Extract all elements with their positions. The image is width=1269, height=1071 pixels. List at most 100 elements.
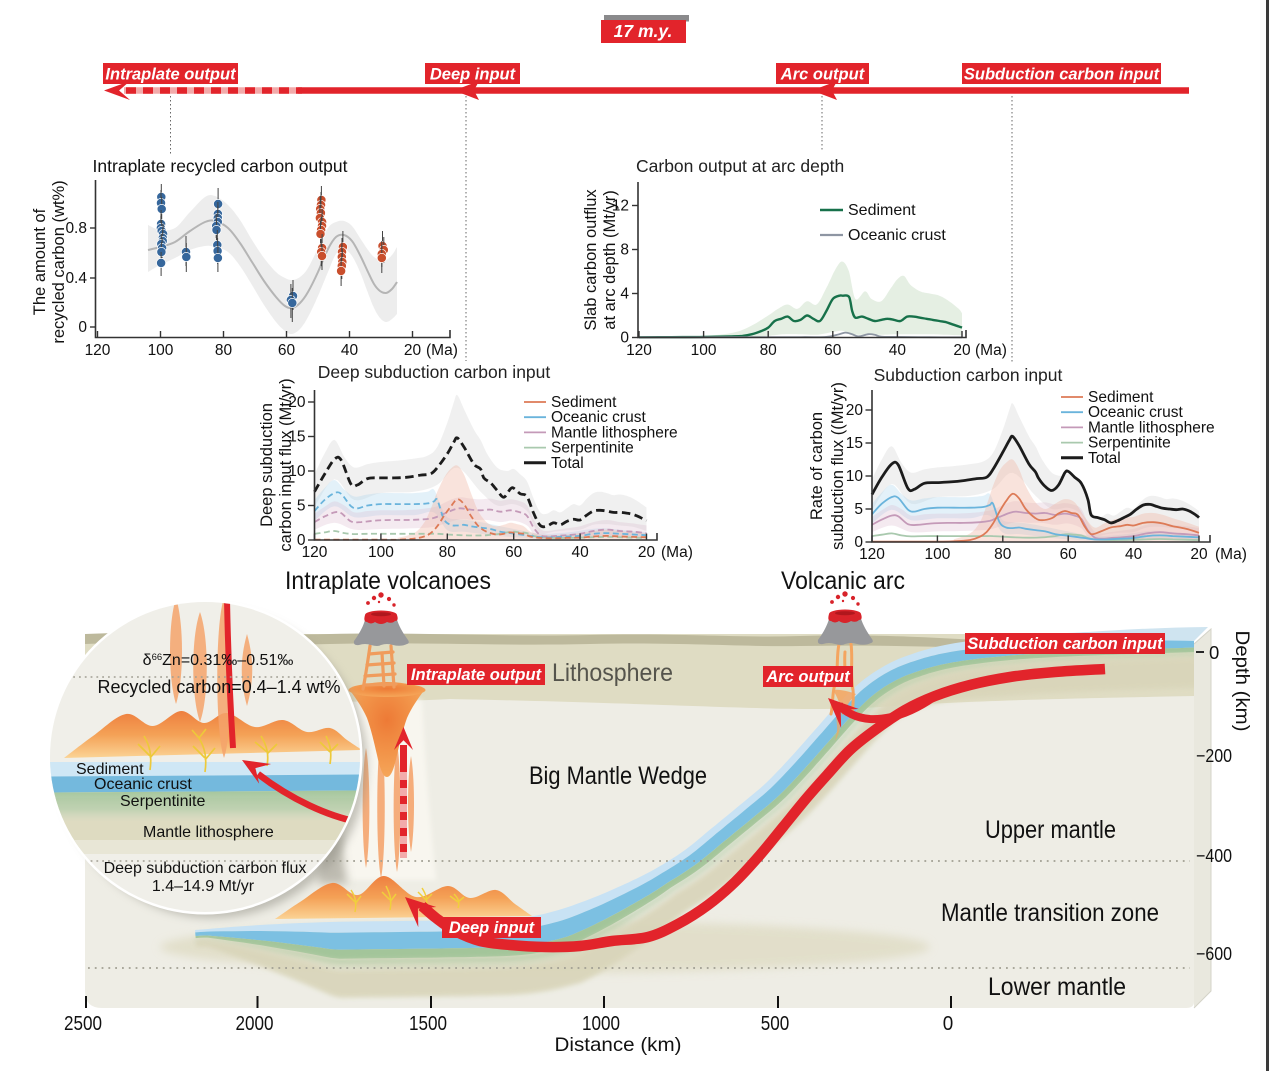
svg-text:Serpentinite: Serpentinite [551, 440, 634, 457]
svg-text:(Ma): (Ma) [661, 544, 693, 561]
svg-text:1500: 1500 [409, 1012, 447, 1035]
svg-text:Rate of carbon: Rate of carbon [808, 412, 826, 520]
svg-text:Arc output: Arc output [780, 66, 866, 84]
svg-text:Slab carbon outflux: Slab carbon outflux [582, 189, 600, 331]
svg-text:10: 10 [846, 468, 864, 485]
svg-text:Sediment: Sediment [551, 394, 617, 411]
svg-text:recycled carbon (wt%): recycled carbon (wt%) [50, 180, 68, 343]
svg-text:Oceanic crust: Oceanic crust [94, 776, 192, 793]
svg-text:Depth (km): Depth (km) [1231, 631, 1252, 732]
svg-text:40: 40 [571, 544, 589, 561]
svg-text:1000: 1000 [582, 1012, 620, 1035]
svg-text:5: 5 [854, 501, 863, 518]
svg-text:Oceanic crust: Oceanic crust [1088, 404, 1183, 421]
svg-text:100: 100 [691, 342, 717, 359]
svg-text:Serpentinite: Serpentinite [1088, 435, 1171, 452]
svg-text:The amount of: The amount of [31, 208, 49, 315]
svg-text:Subduction carbon input: Subduction carbon input [874, 365, 1063, 385]
svg-text:Oceanic crust: Oceanic crust [848, 227, 946, 244]
svg-text:Volcanic arc: Volcanic arc [781, 567, 905, 595]
svg-text:20: 20 [1190, 546, 1208, 563]
svg-text:(Ma): (Ma) [426, 342, 458, 359]
svg-text:20: 20 [953, 342, 971, 359]
svg-text:15: 15 [846, 435, 863, 452]
svg-text:Mantle lithosphere: Mantle lithosphere [143, 824, 274, 841]
svg-text:80: 80 [994, 546, 1012, 563]
svg-text:80: 80 [439, 544, 457, 561]
svg-text:Lower mantle: Lower mantle [988, 973, 1126, 1001]
svg-text:20: 20 [288, 394, 306, 411]
svg-text:2000: 2000 [236, 1012, 274, 1035]
svg-text:Sediment: Sediment [1088, 389, 1154, 406]
svg-text:100: 100 [148, 342, 174, 359]
svg-text:Carbon output at arc depth: Carbon output at arc depth [636, 156, 844, 176]
svg-text:Sediment: Sediment [76, 761, 144, 778]
svg-text:1.4–14.9 Mt/yr: 1.4–14.9 Mt/yr [152, 878, 255, 895]
svg-text:Total: Total [1088, 450, 1121, 467]
svg-text:at arc depth (Mt/yr): at arc depth (Mt/yr) [601, 190, 619, 329]
svg-text:(Ma): (Ma) [975, 342, 1007, 359]
svg-text:Recycled carbon=0.4–1.4 wt%: Recycled carbon=0.4–1.4 wt% [98, 677, 341, 697]
svg-text:0.8: 0.8 [65, 220, 87, 237]
svg-text:20: 20 [404, 342, 422, 359]
svg-text:Total: Total [551, 455, 584, 472]
svg-text:0: 0 [943, 1012, 954, 1035]
svg-text:17 m.y.: 17 m.y. [614, 21, 673, 41]
svg-text:Intraplate volcanoes: Intraplate volcanoes [285, 567, 491, 595]
svg-text:Intraplate output: Intraplate output [105, 66, 237, 84]
svg-text:4: 4 [620, 286, 629, 303]
svg-text:Subduction carbon input: Subduction carbon input [967, 635, 1164, 653]
svg-text:δ66Zn=0.31‰–0.51‰: δ66Zn=0.31‰–0.51‰ [143, 652, 294, 670]
svg-text:carbon input flux (Mt/yr): carbon input flux (Mt/yr) [277, 378, 295, 551]
svg-text:120: 120 [85, 342, 111, 359]
svg-text:Intraplate recycled carbon out: Intraplate recycled carbon output [93, 156, 348, 176]
svg-text:0: 0 [1209, 642, 1219, 663]
svg-text:Deep input: Deep input [430, 66, 517, 84]
svg-text:10: 10 [288, 463, 306, 480]
svg-text:−400: −400 [1196, 845, 1232, 866]
svg-text:Big Mantle Wedge: Big Mantle Wedge [529, 762, 707, 790]
svg-text:100: 100 [924, 546, 950, 563]
svg-text:0.4: 0.4 [65, 270, 87, 287]
svg-text:Deep subduction: Deep subduction [258, 403, 276, 527]
svg-text:0: 0 [297, 532, 306, 549]
svg-text:Oceanic crust: Oceanic crust [551, 409, 646, 426]
svg-text:Mantle lithosphere: Mantle lithosphere [551, 424, 678, 441]
svg-text:60: 60 [1060, 546, 1078, 563]
svg-text:120: 120 [302, 544, 328, 561]
svg-text:Deep subduction carbon flux: Deep subduction carbon flux [104, 860, 307, 877]
svg-text:Upper mantle: Upper mantle [985, 816, 1116, 844]
svg-text:8: 8 [620, 242, 629, 259]
svg-text:Deep subduction carbon input: Deep subduction carbon input [318, 362, 551, 382]
svg-text:60: 60 [505, 544, 523, 561]
svg-text:Serpentinite: Serpentinite [120, 793, 205, 810]
svg-text:80: 80 [760, 342, 778, 359]
svg-text:80: 80 [215, 342, 233, 359]
svg-text:−200: −200 [1196, 745, 1232, 766]
svg-text:60: 60 [278, 342, 296, 359]
svg-text:(Ma): (Ma) [1215, 546, 1247, 563]
svg-text:0: 0 [620, 330, 629, 347]
svg-text:Intraplate output: Intraplate output [411, 666, 543, 684]
svg-text:Distance (km): Distance (km) [555, 1034, 682, 1056]
svg-text:20: 20 [846, 402, 864, 419]
svg-text:120: 120 [626, 342, 652, 359]
svg-text:2500: 2500 [64, 1012, 102, 1035]
svg-text:Sediment: Sediment [848, 202, 916, 219]
svg-text:subduction flux ((Mt/yr): subduction flux ((Mt/yr) [829, 382, 847, 550]
svg-text:Mantle lithosphere: Mantle lithosphere [1088, 419, 1215, 436]
svg-text:20: 20 [638, 544, 656, 561]
svg-text:5: 5 [297, 498, 306, 515]
svg-text:40: 40 [1125, 546, 1143, 563]
svg-text:Subduction carbon input: Subduction carbon input [964, 66, 1161, 84]
svg-text:−600: −600 [1196, 943, 1232, 964]
svg-text:12: 12 [612, 198, 629, 215]
svg-text:0: 0 [78, 319, 87, 336]
svg-text:Mantle transition zone: Mantle transition zone [941, 899, 1159, 927]
svg-text:Deep input: Deep input [449, 919, 536, 937]
svg-text:0: 0 [854, 534, 863, 551]
svg-text:15: 15 [288, 429, 305, 446]
svg-text:60: 60 [824, 342, 842, 359]
svg-text:40: 40 [889, 342, 907, 359]
svg-text:120: 120 [859, 546, 885, 563]
